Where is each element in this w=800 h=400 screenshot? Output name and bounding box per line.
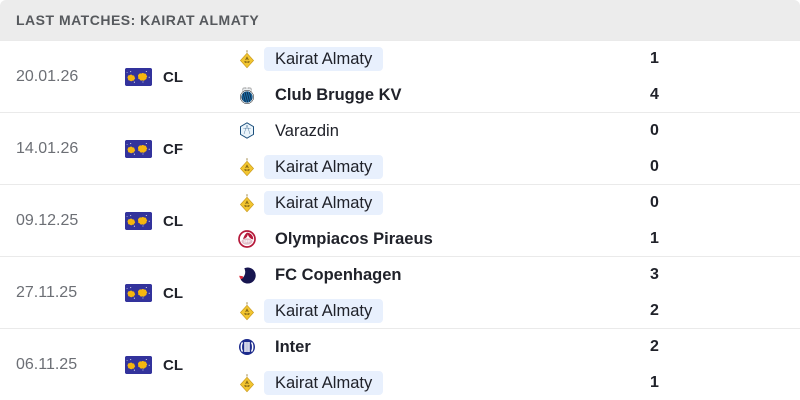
svg-text:SFP: SFP xyxy=(244,239,252,243)
